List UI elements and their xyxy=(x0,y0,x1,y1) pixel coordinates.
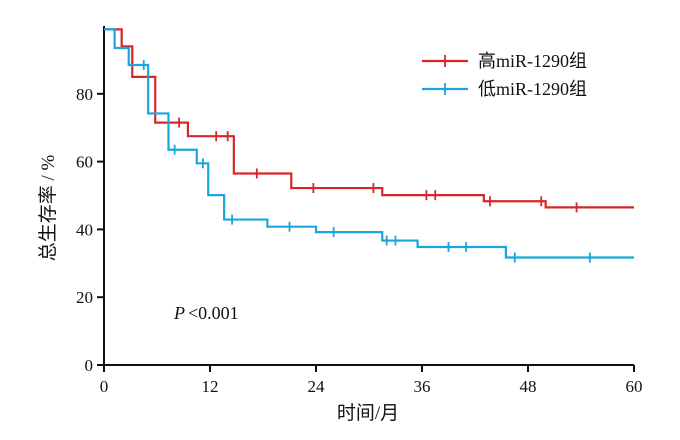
y-tick-label: 40 xyxy=(76,220,93,239)
p-value-annotation: P <0.001 xyxy=(173,303,239,323)
p-value-prefix: P xyxy=(173,303,185,323)
x-tick-label: 0 xyxy=(100,377,109,396)
y-tick-label: 0 xyxy=(85,356,94,375)
x-tick-label: 24 xyxy=(308,377,326,396)
x-axis-title: 时间/月 xyxy=(337,402,399,424)
axes: 0 12 24 36 48 60 0 20 40 60 80 xyxy=(76,26,643,396)
p-value-text: <0.001 xyxy=(188,303,239,323)
series-line-1 xyxy=(104,28,634,209)
legend-label-2: 低miR-1290组 xyxy=(478,79,587,99)
y-axis-title: 总生存率 / % xyxy=(37,155,59,262)
y-tick-label: 80 xyxy=(76,85,93,104)
legend-label-1: 高miR-1290组 xyxy=(478,51,587,71)
y-tick-label: 20 xyxy=(76,288,93,307)
y-tick-label: 60 xyxy=(76,153,93,172)
series-layer xyxy=(104,28,634,263)
x-tick-label: 60 xyxy=(626,377,643,396)
x-tick-label: 48 xyxy=(520,377,537,396)
x-tick-label: 12 xyxy=(202,377,219,396)
series-line-2 xyxy=(104,28,634,259)
x-tick-label: 36 xyxy=(414,377,431,396)
